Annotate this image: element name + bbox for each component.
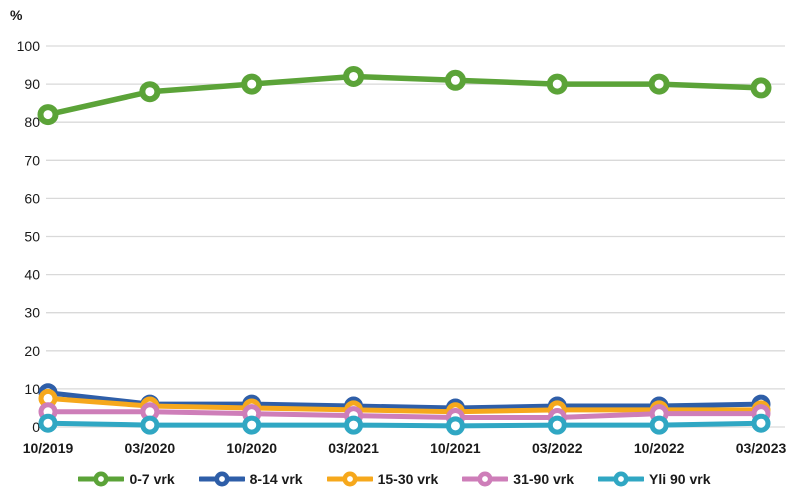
legend-marker-icon [78, 471, 125, 487]
y-tick-label: 90 [24, 76, 40, 92]
data-point-yli-90-vrk [547, 415, 567, 435]
legend-label: 0-7 vrk [129, 471, 175, 487]
legend-item-yli-90-vrk: Yli 90 vrk [598, 470, 711, 488]
data-point-0-7-vrk [343, 65, 365, 87]
x-tick-label: 03/2023 [736, 440, 787, 456]
legend-marker-icon [462, 471, 509, 487]
y-axis-unit-label: % [10, 7, 23, 23]
y-tick-label: 80 [24, 114, 40, 130]
data-point-yli-90-vrk [242, 415, 262, 435]
legend-label: 8-14 vrk [249, 471, 303, 487]
data-point-0-7-vrk [37, 104, 59, 126]
data-point-yli-90-vrk [445, 416, 465, 436]
y-tick-label: 70 [24, 152, 40, 168]
y-tick-label: 50 [24, 229, 40, 245]
legend-marker-icon [198, 471, 245, 487]
x-tick-label: 10/2022 [634, 440, 685, 456]
series-line-15-30-vrk [47, 395, 761, 415]
data-point-yli-90-vrk [140, 415, 160, 435]
x-tick-label: 10/2019 [23, 440, 74, 456]
legend-marker-icon [326, 471, 373, 487]
x-tick-label: 03/2020 [125, 440, 176, 456]
data-point-0-7-vrk [241, 73, 263, 95]
y-axis-tick-labels: 0 10 20 30 40 50 60 70 80 90 100 [17, 38, 41, 435]
data-point-yli-90-vrk [38, 413, 58, 433]
data-point-yli-90-vrk [751, 413, 771, 433]
data-point-0-7-vrk [444, 69, 466, 91]
y-tick-label: 40 [24, 267, 40, 283]
data-point-yli-90-vrk [649, 415, 669, 435]
y-tick-label: 0 [32, 419, 40, 435]
series-line-yli-90-vrk [47, 420, 762, 429]
data-point-0-7-vrk [139, 81, 161, 103]
legend-label: 15-30 vrk [377, 471, 439, 487]
data-point-0-7-vrk [546, 73, 568, 95]
x-tick-label: 03/2022 [532, 440, 583, 456]
data-series [37, 65, 772, 436]
legend-item-8-14-vrk: 8-14 vrk [198, 470, 303, 488]
legend-marker-icon [598, 471, 645, 487]
legend-item-0-7-vrk: 0-7 vrk [78, 470, 175, 488]
data-point-yli-90-vrk [344, 415, 364, 435]
chart-legend: 0-7 vrk 8-14 vrk 15-30 vrk 31-90 vrk Yli 90 … [0, 462, 789, 496]
x-tick-label: 10/2021 [430, 440, 481, 456]
legend-label: 31-90 vrk [513, 471, 575, 487]
x-tick-label: 10/2020 [226, 440, 277, 456]
series-line-0-7-vrk [47, 73, 762, 118]
y-tick-label: 60 [24, 190, 40, 206]
x-axis-tick-labels: 10/2019 03/2020 10/2020 03/2021 10/2021 03/20… [23, 440, 787, 456]
y-tick-label: 20 [24, 343, 40, 359]
y-tick-label: 10 [24, 381, 40, 397]
gridlines [46, 45, 785, 428]
data-point-0-7-vrk [750, 77, 772, 99]
legend-item-31-90-vrk: 31-90 vrk [462, 470, 574, 488]
y-tick-label: 30 [24, 305, 40, 321]
data-point-0-7-vrk [648, 73, 670, 95]
legend-label: Yli 90 vrk [649, 471, 711, 487]
legend-item-15-30-vrk: 15-30 vrk [326, 470, 439, 488]
x-tick-label: 03/2021 [328, 440, 379, 456]
series-line-31-90-vrk [48, 409, 761, 420]
y-tick-label: 100 [17, 38, 41, 54]
